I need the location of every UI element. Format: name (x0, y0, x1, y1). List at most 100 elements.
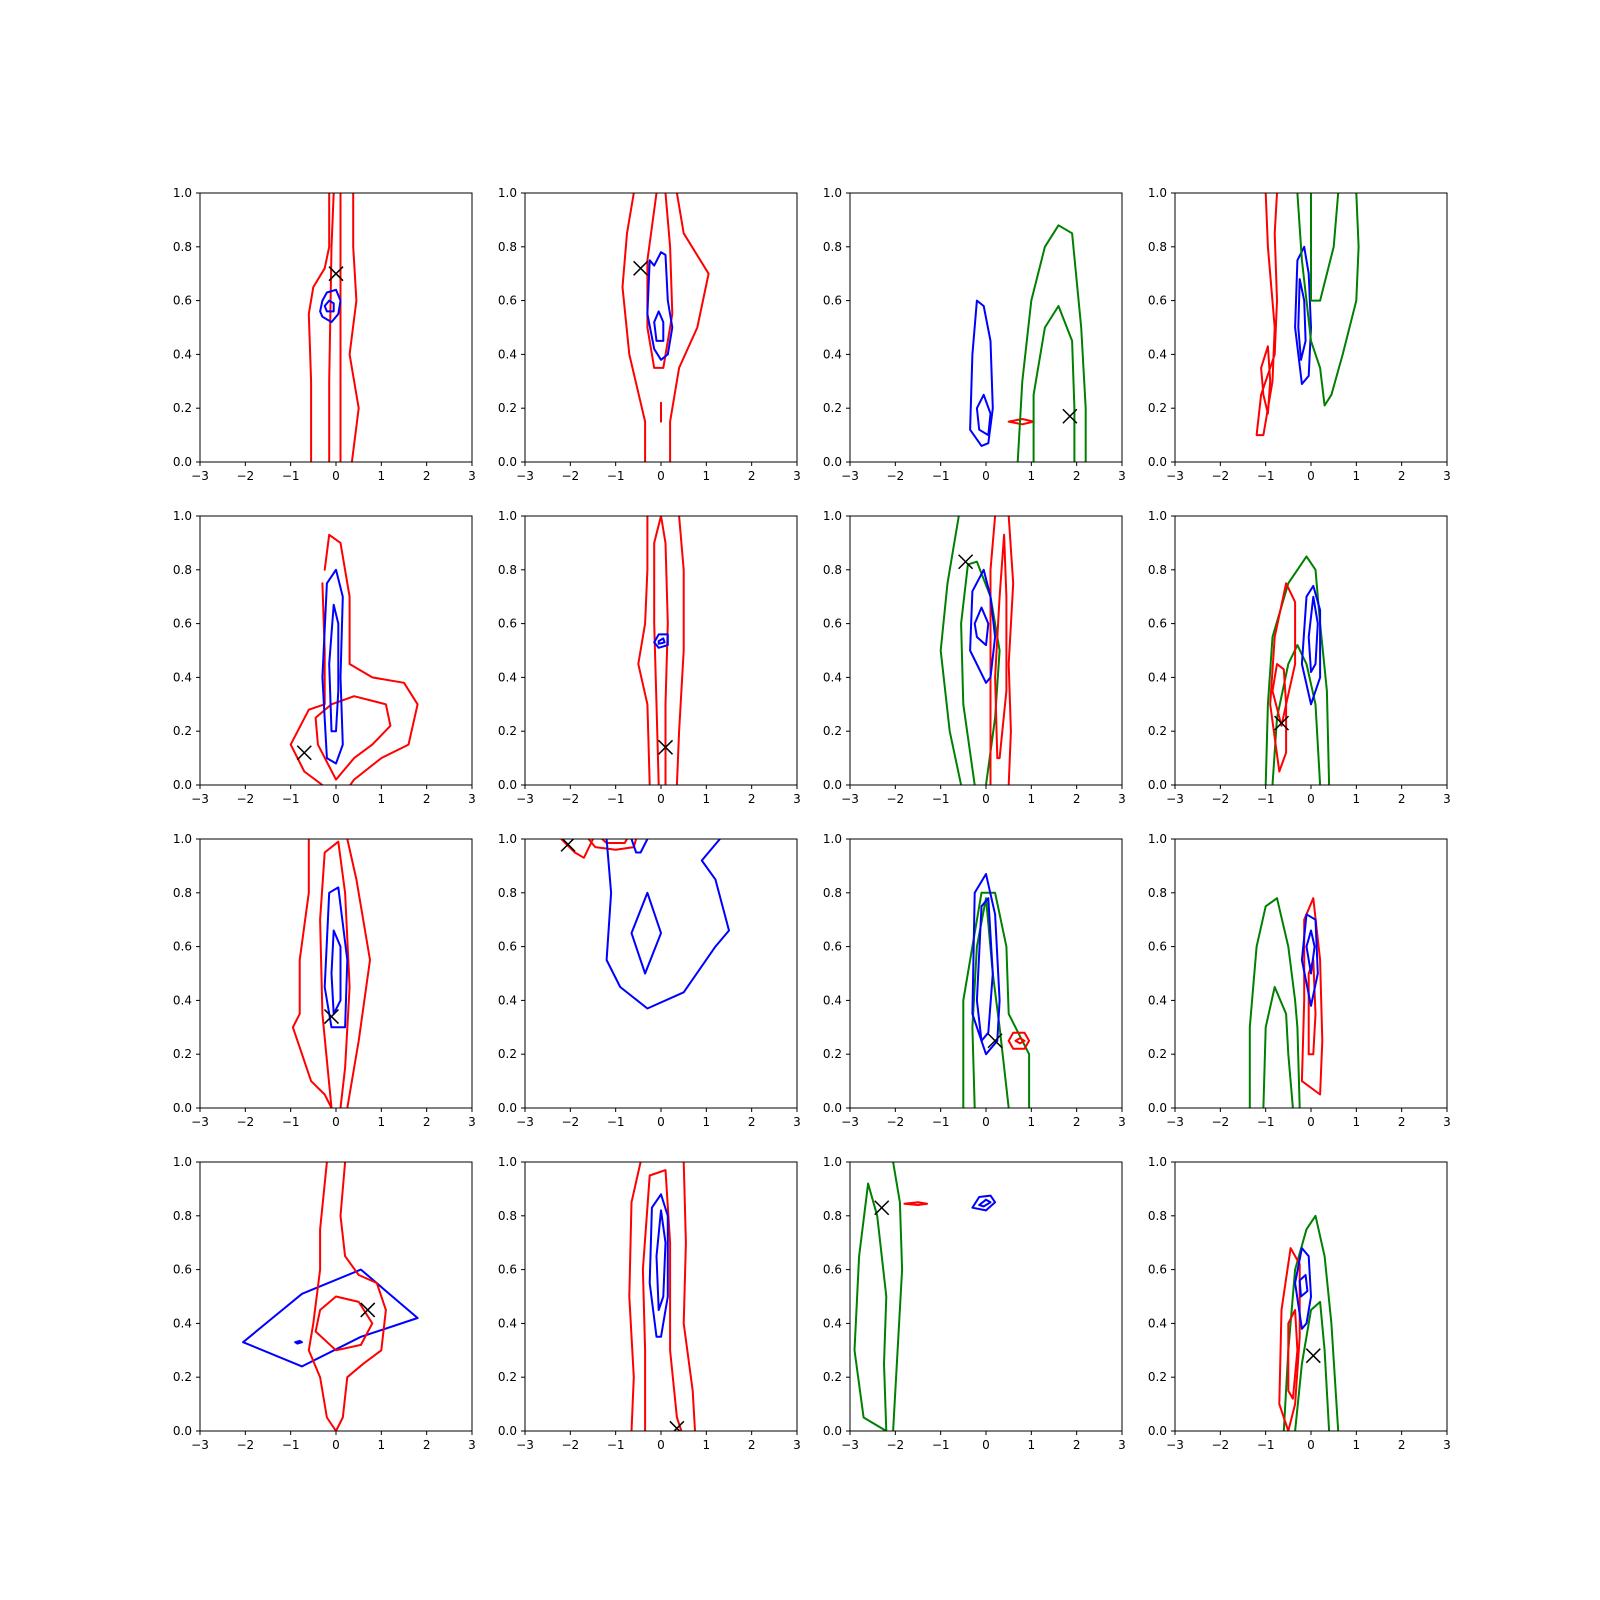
blue-contour-line (1300, 913, 1319, 1007)
red-contour-line (314, 695, 392, 781)
red-contour-line (682, 1162, 696, 1431)
y-tick-label: 0.6 (1148, 617, 1167, 631)
x-tick-label: −3 (516, 1438, 534, 1452)
x-tick-label: 2 (1398, 1115, 1406, 1129)
x-tick-label: 0 (1307, 792, 1315, 806)
x-tick-label: 0 (332, 1438, 340, 1452)
subplot-5: −3 −2 −1 0 1 2 3 0.0 0.2 0.4 0.6 0.8 1.0 (173, 509, 476, 806)
x-tick-label: 1 (378, 1115, 386, 1129)
y-tick-label: 1.0 (498, 186, 517, 200)
x-tick-label: −2 (561, 792, 579, 806)
y-tick-label: 0.0 (823, 1101, 842, 1115)
green-contour-line (962, 891, 1031, 1108)
x-tick-label: 2 (1073, 792, 1081, 806)
subplot-10: −3 −2 −1 0 1 2 3 0.0 0.2 0.4 0.6 0.8 1.0 (498, 832, 801, 1129)
y-tick-label: 1.0 (498, 832, 517, 846)
x-tick-label: 1 (1353, 1438, 1361, 1452)
red-contour-line (1007, 1031, 1031, 1050)
blue-contour-line (605, 839, 730, 1010)
blue-contour-line (975, 897, 994, 1042)
y-tick-label: 0.8 (823, 563, 842, 577)
red-contour-line (1269, 582, 1297, 773)
x-marker (874, 1200, 890, 1216)
x-tick-label: −2 (1211, 469, 1229, 483)
red-contour-line (653, 516, 669, 785)
x-tick-label: 0 (1307, 469, 1315, 483)
x-tick-label: −1 (932, 1115, 950, 1129)
y-tick-label: 0.0 (1148, 1101, 1167, 1115)
x-tick-label: 3 (468, 792, 476, 806)
x-tick-label: 0 (657, 792, 665, 806)
x-tick-label: −1 (932, 469, 950, 483)
axes-frame (1174, 515, 1448, 786)
plot-area (628, 1162, 696, 1431)
plot-area (969, 224, 1087, 462)
x-tick-label: 0 (982, 469, 990, 483)
y-tick-label: 0.0 (823, 778, 842, 792)
x-tick-label: 0 (332, 1115, 340, 1129)
x-tick-label: −1 (282, 1438, 300, 1452)
blue-contour-line (657, 637, 666, 645)
x-marker (328, 266, 344, 282)
blue-contour-line (969, 299, 994, 447)
y-tick-label: 0.4 (173, 670, 192, 684)
y-tick-label: 0.4 (823, 670, 842, 684)
red-contour-line (994, 533, 1008, 760)
y-tick-label: 0.8 (1148, 240, 1167, 254)
subplot-3: −3 −2 −1 0 1 2 3 0.0 0.2 0.4 0.6 0.8 1.0 (823, 186, 1126, 483)
blue-contour-line (971, 1194, 997, 1212)
y-tick-label: 0.2 (823, 724, 842, 738)
y-tick-label: 0.6 (173, 294, 192, 308)
x-tick-label: −3 (1166, 1115, 1184, 1129)
red-contour-line (291, 839, 333, 1108)
x-tick-label: −2 (886, 469, 904, 483)
x-tick-label: 1 (1353, 469, 1361, 483)
red-contour-line (646, 193, 674, 369)
y-tick-label: 0.4 (823, 347, 842, 361)
y-tick-label: 0.6 (823, 940, 842, 954)
y-tick-label: 0.4 (498, 1316, 517, 1330)
x-tick-label: −3 (1166, 469, 1184, 483)
y-tick-label: 0.6 (498, 294, 517, 308)
y-tick-label: 0.6 (823, 1263, 842, 1277)
axes-frame (524, 838, 798, 1109)
subplot-8: −3 −2 −1 0 1 2 3 0.0 0.2 0.4 0.6 0.8 1.0 (1148, 509, 1451, 806)
y-tick-label: 0.4 (1148, 993, 1167, 1007)
x-tick-label: 3 (1443, 1438, 1451, 1452)
axes-frame (849, 515, 1123, 786)
x-marker (296, 745, 312, 761)
y-tick-label: 0.8 (498, 240, 517, 254)
axes-frame (849, 1161, 1123, 1432)
x-tick-label: 0 (657, 1438, 665, 1452)
y-tick-label: 1.0 (498, 509, 517, 523)
x-tick-label: 3 (1443, 792, 1451, 806)
y-tick-label: 0.8 (823, 1209, 842, 1223)
blue-contour-line (630, 839, 649, 854)
x-tick-label: 3 (468, 1115, 476, 1129)
red-contour-line (669, 193, 710, 462)
subplot-12: −3 −2 −1 0 1 2 3 0.0 0.2 0.4 0.6 0.8 1.0 (1148, 832, 1451, 1129)
x-tick-label: 0 (1307, 1115, 1315, 1129)
x-tick-label: 3 (1118, 1438, 1126, 1452)
y-tick-label: 0.0 (173, 1101, 192, 1115)
blue-contour-line (323, 299, 335, 313)
y-tick-label: 0.2 (173, 401, 192, 415)
x-tick-label: −3 (841, 469, 859, 483)
x-tick-label: 2 (1073, 1115, 1081, 1129)
plot-area (242, 1162, 419, 1431)
y-tick-label: 0.2 (1148, 401, 1167, 415)
y-tick-label: 0.2 (1148, 724, 1167, 738)
green-contour-line (853, 1182, 888, 1431)
blue-contour-line (975, 393, 992, 437)
x-tick-label: −1 (607, 1115, 625, 1129)
green-contour-line (971, 897, 1010, 1108)
y-tick-label: 0.4 (1148, 1316, 1167, 1330)
x-tick-label: −1 (1257, 1115, 1275, 1129)
blue-contour-line (1307, 595, 1319, 673)
y-tick-label: 0.4 (498, 347, 517, 361)
red-contour-line (1287, 1309, 1299, 1400)
x-tick-label: 1 (1353, 1115, 1361, 1129)
red-contour-line (637, 516, 651, 785)
blue-contour-line (653, 310, 665, 342)
y-tick-label: 1.0 (1148, 1155, 1167, 1169)
